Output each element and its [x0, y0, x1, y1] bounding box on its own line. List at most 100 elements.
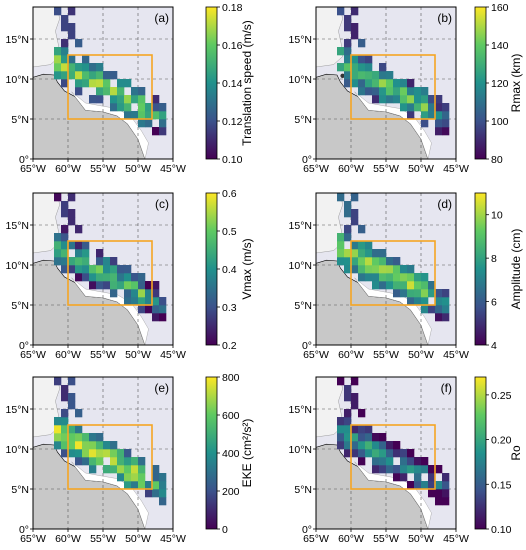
grid-cell	[372, 273, 380, 282]
grid-cell	[159, 481, 167, 490]
colorbar-tick-label: 200	[222, 486, 240, 498]
grid-cell	[400, 95, 408, 104]
grid-cell	[75, 39, 83, 48]
grid-cell	[152, 313, 160, 322]
grid-cell	[358, 257, 366, 266]
grid-cell	[82, 241, 90, 250]
grid-cell	[138, 481, 146, 490]
grid-cell	[386, 71, 394, 80]
grid-cell	[393, 95, 401, 104]
grid-cell	[358, 449, 366, 458]
grid-cell	[159, 111, 167, 120]
colorbar-label: Amplitude (cm)	[509, 229, 523, 310]
grid-cell	[54, 47, 62, 56]
grid-cell	[414, 281, 422, 290]
grid-cell	[407, 103, 415, 112]
grid-cell	[110, 457, 118, 466]
grid-cell	[435, 103, 443, 112]
grid-cell	[61, 241, 69, 250]
grid-cell	[351, 265, 359, 274]
y-tick-label: 5°N	[294, 484, 312, 496]
grid-cell	[110, 95, 118, 104]
grid-cell	[61, 79, 69, 88]
grid-cell	[75, 273, 83, 282]
y-tick-label: 15°N	[289, 220, 312, 232]
grid-cell	[435, 313, 443, 322]
grid-cell	[337, 417, 345, 426]
grid-cell	[54, 241, 62, 250]
grid-cell	[124, 473, 132, 482]
y-tick-label: 15°N	[6, 34, 29, 46]
grid-cell	[117, 465, 125, 474]
grid-cell	[68, 209, 76, 218]
grid-cell	[379, 71, 387, 80]
grid-cell	[82, 249, 90, 258]
grid-cell	[82, 449, 90, 458]
grid-cell	[131, 281, 139, 290]
map-panel-a: (a) 65°W 60°W 55°W 50°W 45°W 15°N 10°N 5°N 0° 0.18…	[6, 2, 254, 175]
grid-cell	[152, 281, 160, 290]
grid-cell	[96, 257, 104, 266]
colorbar	[205, 6, 218, 160]
colorbar-tick-label: 600	[222, 410, 240, 422]
colorbar	[474, 376, 487, 530]
grid-cell	[414, 87, 422, 96]
grid-cell	[358, 79, 366, 88]
grid-cell	[351, 193, 359, 202]
grid-cell	[82, 79, 90, 88]
grid-cell	[379, 79, 387, 88]
grid-cell	[145, 305, 153, 314]
panel-label: (e)	[154, 381, 169, 395]
grid-cell	[365, 79, 373, 88]
grid-cell	[365, 63, 373, 72]
grid-cell	[110, 273, 118, 282]
grid-cell	[96, 457, 104, 466]
grid-cell	[442, 497, 450, 506]
grid-cell	[407, 481, 415, 490]
grid-cell	[89, 63, 97, 72]
grid-cell	[407, 465, 415, 474]
grid-cell	[131, 273, 139, 282]
grid-cell	[344, 425, 352, 434]
grid-cell	[131, 87, 139, 96]
grid-cell	[54, 71, 62, 80]
grid-cell	[103, 79, 111, 88]
grid-cell	[96, 95, 104, 104]
grid-cell	[337, 249, 345, 258]
x-tick-label: 60°W	[55, 349, 81, 361]
y-tick-label: 10°N	[289, 444, 312, 456]
y-tick-label: 10°N	[289, 74, 312, 86]
grid-cell	[75, 79, 83, 88]
grid-cell	[365, 265, 373, 274]
grid-cell	[159, 489, 167, 498]
grid-cell	[68, 63, 76, 72]
grid-cell	[110, 257, 118, 266]
x-tick-label: 45°W	[443, 349, 469, 361]
grid-cell	[75, 457, 83, 466]
grid-cell	[68, 71, 76, 80]
grid-cell	[159, 305, 167, 314]
grid-cell	[152, 465, 160, 474]
grid-cell	[358, 425, 366, 434]
grid-cell	[131, 111, 139, 120]
grid-cell	[145, 281, 153, 290]
grid-cell	[68, 377, 76, 386]
grid-cell	[400, 281, 408, 290]
colorbar-tick-label: 0.20	[491, 435, 512, 447]
grid-cell	[435, 465, 443, 474]
x-tick-label: 65°W	[303, 349, 329, 361]
grid-cell	[442, 111, 450, 120]
x-tick-label: 55°W	[373, 163, 399, 175]
grid-cell	[75, 441, 83, 450]
x-tick-label: 55°W	[373, 349, 399, 361]
grid-cell	[351, 377, 359, 386]
grid-cell	[372, 281, 380, 290]
grid-cell	[131, 297, 139, 306]
grid-cell	[351, 425, 359, 434]
grid-cell	[110, 103, 118, 112]
grid-cell	[138, 119, 146, 128]
grid-cell	[152, 305, 160, 314]
grid-cell	[365, 441, 373, 450]
study-region-box	[67, 240, 153, 306]
grid-cell	[400, 79, 408, 88]
